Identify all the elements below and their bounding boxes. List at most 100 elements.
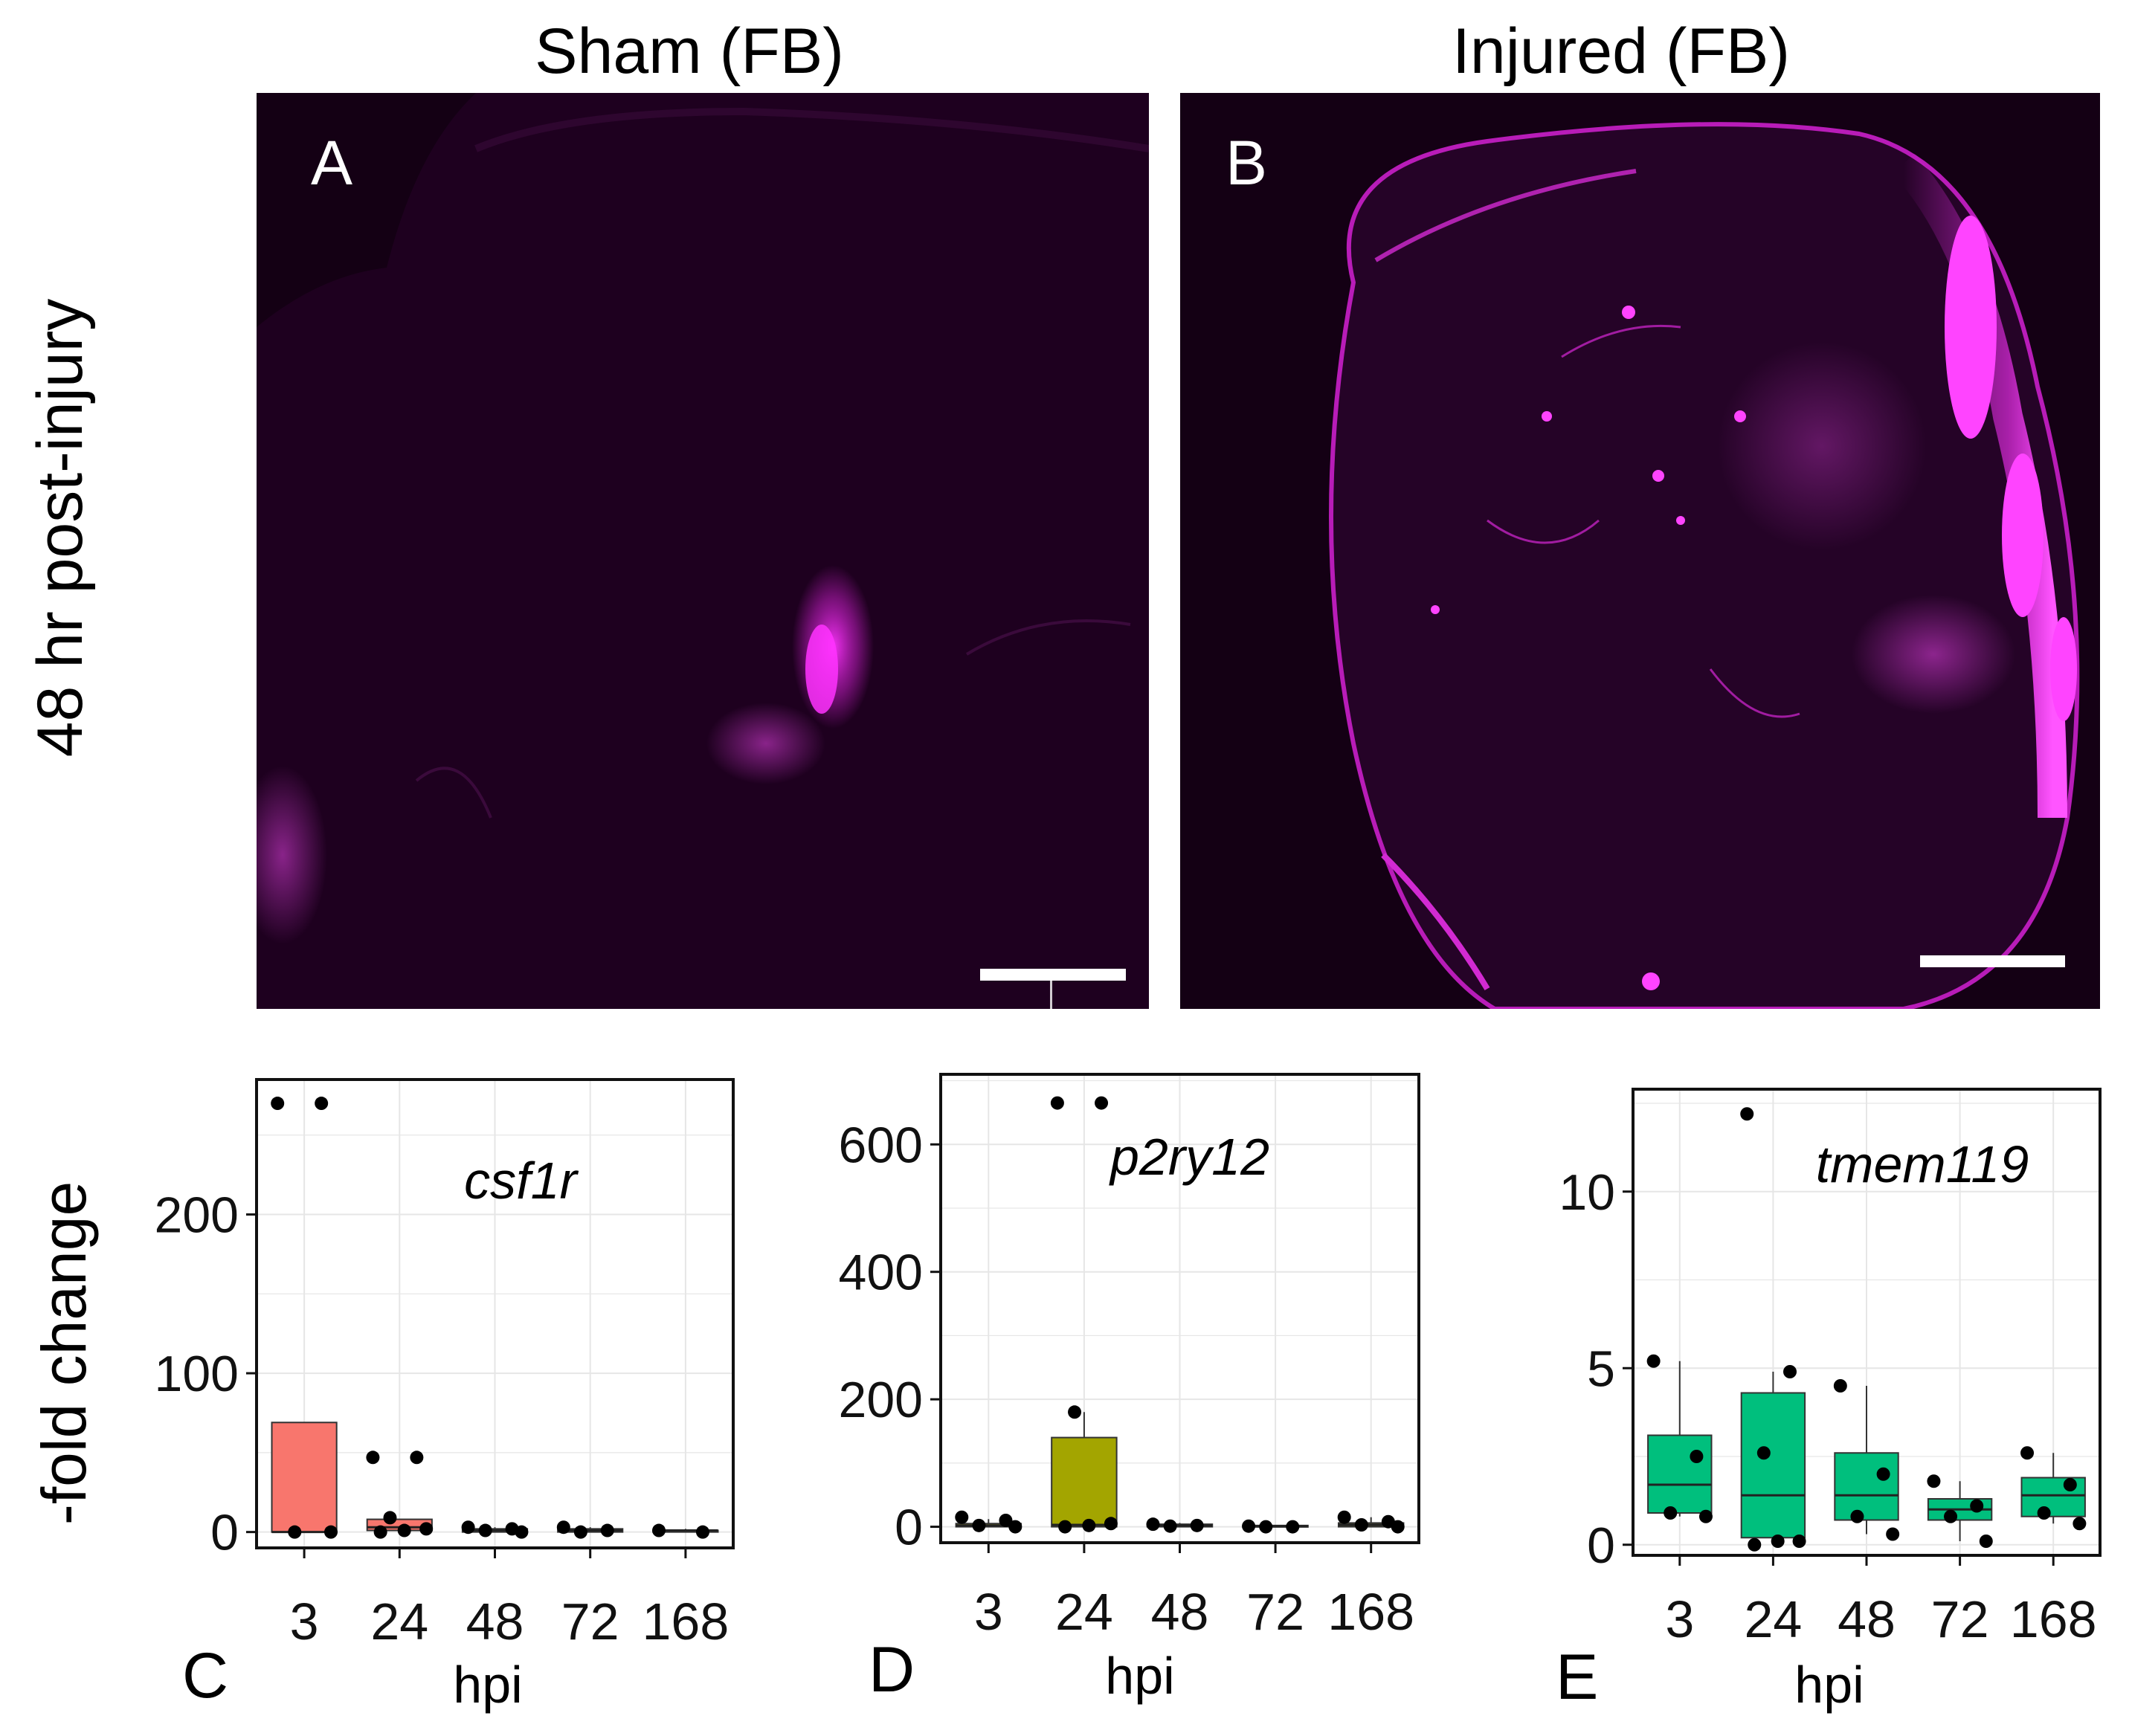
p2ry12-data-point (1337, 1510, 1351, 1524)
tmem119-data-point (2063, 1478, 2077, 1491)
tmem119-data-point (1979, 1535, 1993, 1548)
p2ry12-x-tick-label: 72 (1246, 1583, 1304, 1641)
p2ry12-data-point (1190, 1518, 1204, 1532)
p2ry12-data-point (1146, 1517, 1160, 1532)
tmem119-box-3 (1647, 1434, 1713, 1514)
chart-csf1r-panel-label: C (182, 1640, 228, 1711)
chart-tmem119-x-ticks: 3 24 48 72 168 (1665, 1555, 2097, 1648)
chart-csf1r-y-ticks: 0 100 200 (155, 1187, 257, 1561)
csf1r-data-point (366, 1451, 380, 1465)
csf1r-data-point (419, 1522, 434, 1536)
p2ry12-data-point (972, 1518, 986, 1532)
p2ry12-data-point (1068, 1405, 1082, 1419)
p2ry12-data-point (1095, 1096, 1109, 1110)
csf1r-data-point (556, 1520, 570, 1535)
p2ry12-data-point (1391, 1520, 1405, 1534)
csf1r-data-point (383, 1511, 397, 1525)
chart-csf1r-x-ticks: 3 24 48 72 168 (290, 1548, 729, 1651)
tmem119-data-point (1783, 1365, 1797, 1378)
p2ry12-data-point (1163, 1519, 1177, 1533)
tmem119-data-point (1748, 1537, 1762, 1552)
tmem119-data-point (1970, 1499, 1984, 1513)
tmem119-data-point (1876, 1467, 1890, 1481)
tmem119-x-tick-label: 24 (1744, 1590, 1802, 1648)
csf1r-data-point (652, 1523, 666, 1537)
p2ry12-x-tick-label: 24 (1055, 1583, 1113, 1641)
p2ry12-data-point (1058, 1520, 1072, 1534)
chart-tmem119-x-axis-label: hpi (1794, 1656, 1864, 1714)
tmem119-y-tick-label: 5 (1587, 1340, 1615, 1397)
p2ry12-data-point (1354, 1518, 1368, 1532)
p2ry12-y-tick-label: 400 (839, 1245, 923, 1301)
chart-tmem119: 0 5 10 3 24 48 72 168 tmem119 hpi E (1556, 1088, 2102, 1714)
micrograph-sham (257, 93, 1149, 1009)
chart-tmem119-gene-title: tmem119 (1816, 1135, 2029, 1193)
p2ry12-data-point (1050, 1096, 1064, 1110)
shared-y-axis-label: -fold change (29, 1181, 99, 1525)
chart-csf1r-gene-title: csf1r (464, 1152, 579, 1210)
tmem119-data-point (1740, 1107, 1754, 1121)
chart-tmem119-panel-label: E (1556, 1642, 1598, 1713)
csf1r-data-point (323, 1525, 338, 1539)
tmem119-box-48 (1834, 1452, 1899, 1521)
micrograph-title-sham: Sham (FB) (535, 16, 844, 87)
csf1r-data-point (515, 1525, 529, 1539)
tmem119-data-point (1850, 1509, 1864, 1523)
chart-csf1r-x-axis-label: hpi (453, 1656, 522, 1714)
p2ry12-data-point (1286, 1520, 1300, 1534)
csf1r-y-tick-label: 200 (155, 1187, 239, 1244)
p2ry12-data-point (1104, 1517, 1118, 1531)
csf1r-data-point (695, 1525, 709, 1539)
tmem119-data-point (1771, 1535, 1785, 1548)
tmem119-y-tick-label: 0 (1587, 1517, 1615, 1574)
tmem119-y-tick-label: 10 (1559, 1164, 1615, 1221)
p2ry12-y-tick-label: 200 (839, 1372, 923, 1428)
tmem119-data-point (1886, 1527, 1900, 1541)
chart-p2ry12-points (955, 1096, 1405, 1534)
p2ry12-x-tick-label: 168 (1327, 1583, 1414, 1641)
chart-p2ry12-grid (941, 1074, 1419, 1543)
micrograph-injured (1180, 93, 2100, 1009)
csf1r-x-tick-label: 3 (290, 1593, 319, 1651)
csf1r-data-point (315, 1097, 329, 1111)
csf1r-box-3 (271, 1422, 338, 1533)
chart-p2ry12-x-ticks: 3 24 48 72 168 (974, 1543, 1414, 1641)
micrograph-panel-label-b: B (1226, 128, 1267, 198)
p2ry12-data-point (1259, 1520, 1273, 1534)
tmem119-data-point (1756, 1446, 1771, 1460)
p2ry12-x-tick-label: 48 (1151, 1583, 1209, 1641)
tmem119-data-point (2073, 1517, 2087, 1531)
csf1r-data-point (410, 1451, 424, 1465)
chart-p2ry12-y-ticks: 0 200 400 600 (839, 1117, 941, 1556)
csf1r-data-point (397, 1523, 411, 1537)
csf1r-data-point (271, 1097, 285, 1111)
tmem119-data-point (2037, 1506, 2051, 1520)
p2ry12-x-tick-label: 3 (974, 1583, 1003, 1641)
tmem119-data-point (1833, 1379, 1847, 1393)
tmem119-data-point (1646, 1354, 1661, 1368)
scale-bar-injured (1920, 955, 2065, 967)
chart-csf1r: 0 100 200 3 24 48 72 168 csf1r hpi C (155, 1078, 735, 1714)
p2ry12-y-tick-label: 0 (895, 1500, 923, 1556)
p2ry12-data-point (1082, 1518, 1096, 1532)
tmem119-data-point (1664, 1506, 1678, 1520)
csf1r-x-tick-label: 72 (561, 1593, 619, 1651)
chart-csf1r-boxes (271, 1422, 719, 1534)
csf1r-y-tick-label: 100 (155, 1346, 239, 1402)
chart-p2ry12-x-axis-label: hpi (1105, 1647, 1174, 1705)
p2ry12-data-point (955, 1510, 969, 1524)
tmem119-data-point (1944, 1509, 1958, 1523)
chart-p2ry12-gene-title: p2ry12 (1109, 1128, 1269, 1186)
tmem119-data-point (1698, 1509, 1713, 1523)
p2ry12-box-24 (1051, 1436, 1118, 1528)
csf1r-data-point (600, 1523, 614, 1537)
csf1r-y-tick-label: 0 (210, 1505, 239, 1561)
micrograph-title-injured: Injured (FB) (1452, 16, 1790, 87)
csf1r-data-point (478, 1523, 492, 1537)
p2ry12-data-point (1008, 1520, 1022, 1534)
tmem119-x-tick-label: 72 (1931, 1590, 1989, 1648)
tmem119-data-point (2020, 1446, 2035, 1460)
tmem119-box-24 (1740, 1392, 1806, 1539)
